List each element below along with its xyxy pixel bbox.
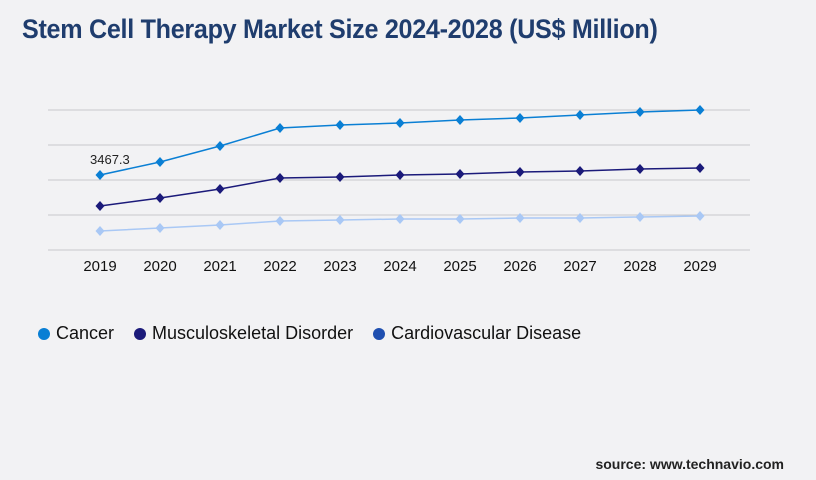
data-point xyxy=(95,201,105,212)
data-point xyxy=(275,122,285,133)
data-point xyxy=(215,140,225,151)
data-point xyxy=(275,215,285,226)
x-tick-label: 2023 xyxy=(323,258,356,275)
line-chart: 2019 2020 2021 2022 2023 2024 2025 2026 2027 2028… xyxy=(48,105,750,275)
data-point xyxy=(395,214,405,225)
data-point xyxy=(155,223,165,234)
data-point xyxy=(695,105,705,115)
data-point xyxy=(335,171,345,182)
data-point xyxy=(335,214,345,225)
legend-marker-icon xyxy=(38,327,50,340)
legend-item: Musculoskeletal Disorder xyxy=(134,323,353,344)
legend-label: Musculoskeletal Disorder xyxy=(152,323,354,343)
x-tick-label: 2029 xyxy=(683,258,716,275)
legend-label: Cardiovascular Disease xyxy=(391,323,582,343)
data-point xyxy=(155,192,165,203)
data-point xyxy=(635,211,645,222)
legend: Cancer Musculoskeletal Disorder Cardiovasc… xyxy=(38,323,581,344)
data-point xyxy=(275,172,285,183)
data-point xyxy=(455,214,465,225)
data-point xyxy=(575,109,585,120)
data-point xyxy=(575,166,585,177)
data-point xyxy=(395,170,405,181)
x-tick-label: 2022 xyxy=(263,258,296,275)
data-point xyxy=(215,183,225,194)
data-point xyxy=(455,169,465,180)
legend-item: Cardiovascular Disease xyxy=(373,323,581,344)
data-point xyxy=(575,213,585,224)
data-point xyxy=(455,114,465,125)
x-tick-label: 2028 xyxy=(623,258,656,275)
x-tick-label: 2026 xyxy=(503,258,536,275)
legend-marker-icon xyxy=(373,327,386,340)
x-tick-label: 2025 xyxy=(443,258,476,275)
data-point xyxy=(95,226,105,237)
x-tick-label: 2020 xyxy=(143,258,176,275)
x-tick-label: 2024 xyxy=(383,258,416,275)
data-point xyxy=(695,162,705,173)
x-tick-label: 2021 xyxy=(203,258,236,275)
data-point xyxy=(95,169,105,180)
data-point xyxy=(515,166,525,177)
data-point xyxy=(635,163,645,174)
chart-title: Stem Cell Therapy Market Size 2024-2028 … xyxy=(22,14,658,44)
data-point xyxy=(515,213,525,224)
x-tick-label: 2027 xyxy=(563,258,596,275)
legend-marker-icon xyxy=(134,327,147,340)
data-point xyxy=(215,219,225,230)
data-point xyxy=(395,118,405,129)
data-point xyxy=(515,113,525,124)
source-text: source: www.technavio.com xyxy=(595,456,784,472)
data-label: 3467.3 xyxy=(90,152,130,167)
legend-item: Cancer xyxy=(38,323,114,344)
data-point xyxy=(335,119,345,130)
data-point xyxy=(695,210,705,221)
data-point xyxy=(155,157,165,168)
data-point xyxy=(635,106,645,117)
legend-label: Cancer xyxy=(56,323,115,343)
x-tick-label: 2019 xyxy=(83,258,116,275)
